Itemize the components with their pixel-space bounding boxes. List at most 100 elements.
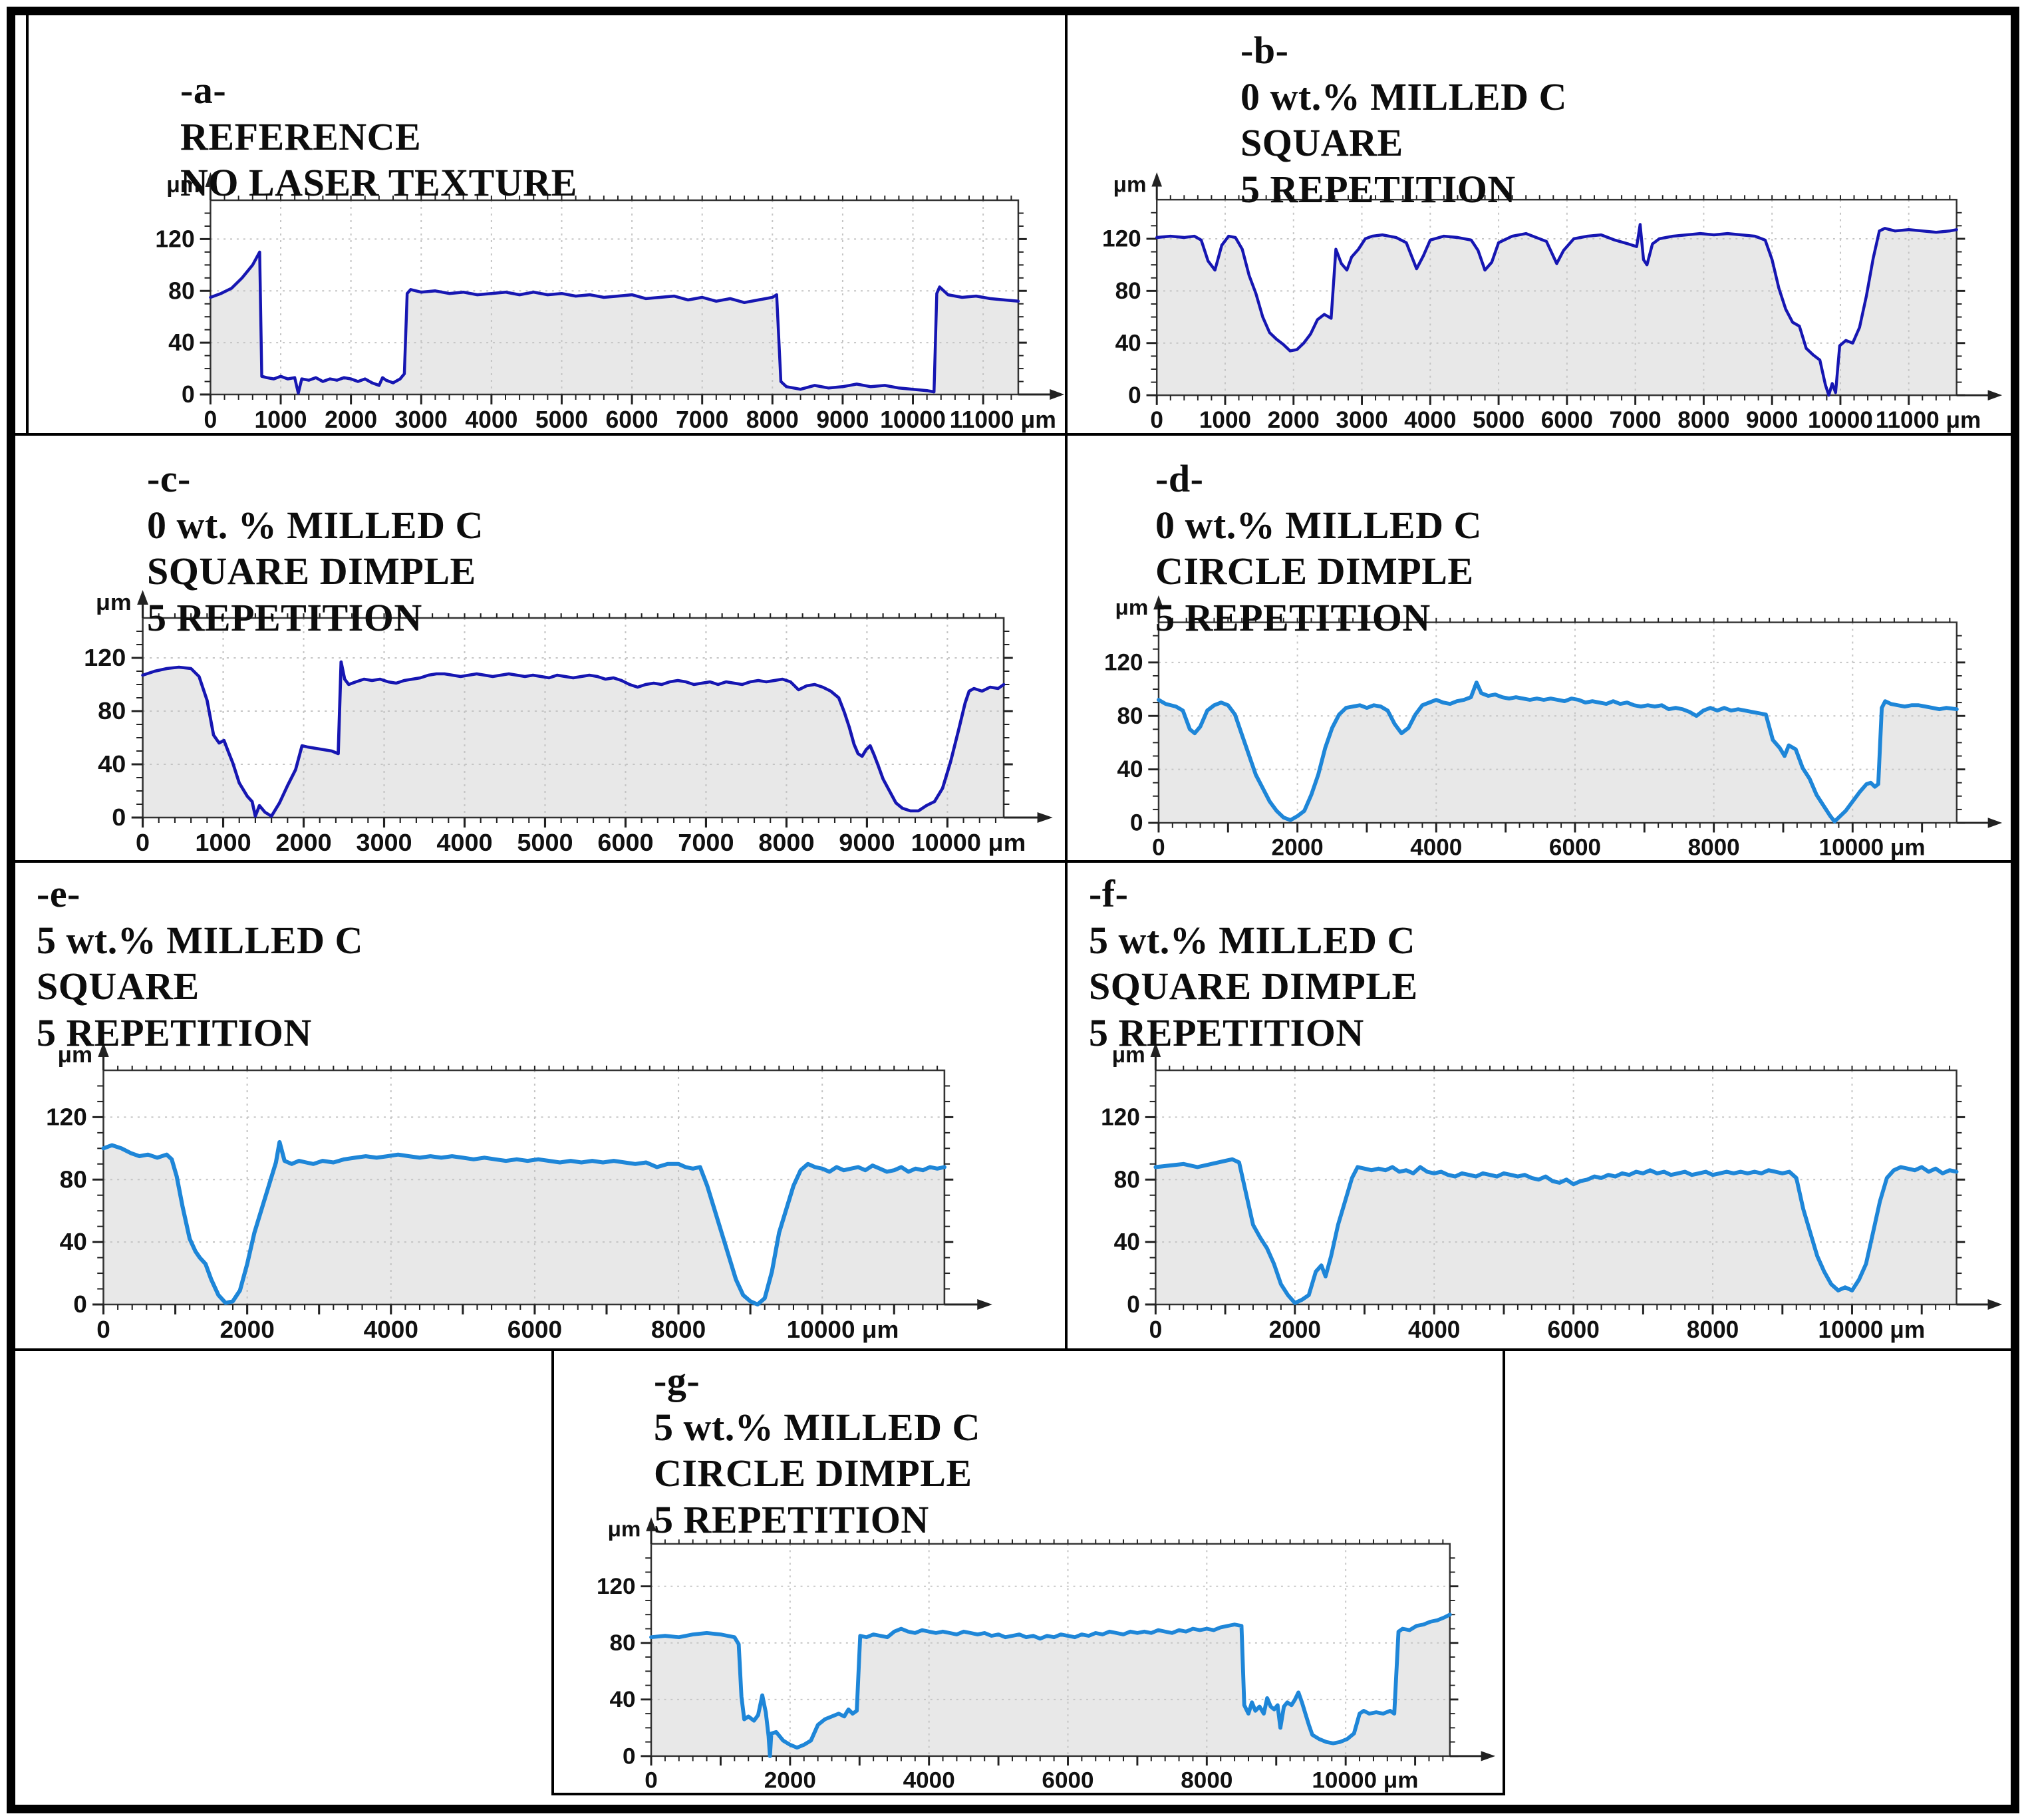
row-1: -a- REFERENCE NO LASER TEXTURE 0 40 80 120 0… bbox=[15, 15, 2011, 433]
panel-f-title: -f- 5 wt.% MILLED C SQUARE DIMPLE 5 REPE… bbox=[1068, 863, 2011, 1054]
svg-text:3000: 3000 bbox=[356, 830, 412, 856]
panel-label: -g- bbox=[654, 1359, 700, 1402]
svg-text:40: 40 bbox=[168, 329, 195, 356]
panel-title-line: CIRCLE DIMPLE bbox=[1155, 549, 1474, 593]
svg-text:10000 μm: 10000 μm bbox=[1819, 834, 1926, 860]
panel-title-line: SQUARE DIMPLE bbox=[147, 549, 476, 593]
svg-text:80: 80 bbox=[168, 277, 195, 304]
panel-b: -b- 0 wt.% MILLED C SQUARE 5 REPETITION … bbox=[1065, 15, 2011, 433]
profile-chart-g: 0 40 80 120 0 2000 4000 6000 8000 10000 μm μm bbox=[597, 1517, 1496, 1793]
svg-text:0: 0 bbox=[1130, 810, 1143, 836]
svg-text:5000: 5000 bbox=[1473, 407, 1524, 433]
panel-label: -a- bbox=[180, 69, 227, 112]
panel-title-line: SQUARE bbox=[1240, 121, 1403, 165]
svg-text:80: 80 bbox=[98, 698, 126, 724]
empty-cell-left bbox=[15, 1351, 551, 1801]
svg-text:9000: 9000 bbox=[816, 406, 869, 433]
profile-chart-d: 0 40 80 120 0 2000 4000 6000 8000 10000 μm μm bbox=[1104, 595, 2003, 860]
svg-text:40: 40 bbox=[98, 751, 126, 778]
panel-title-line: 0 wt. % MILLED C bbox=[147, 503, 484, 547]
figure-border: -a- REFERENCE NO LASER TEXTURE 0 40 80 120 0… bbox=[7, 7, 2019, 1813]
svg-text:80: 80 bbox=[1117, 703, 1143, 729]
panel-a: -a- REFERENCE NO LASER TEXTURE 0 40 80 120 0… bbox=[26, 15, 1065, 433]
svg-text:μm: μm bbox=[58, 1042, 92, 1067]
svg-text:2000: 2000 bbox=[1269, 1316, 1321, 1343]
profile-chart-c: 0 40 80 120 0 1000 2000 3000 4000 5000 6000 7000 800… bbox=[84, 590, 1053, 856]
svg-text:0: 0 bbox=[1152, 834, 1165, 860]
svg-text:8000: 8000 bbox=[1181, 1768, 1232, 1793]
svg-text:120: 120 bbox=[1104, 650, 1143, 676]
panel-c-title: -c- 0 wt. % MILLED C SQUARE DIMPLE 5 REP… bbox=[15, 436, 1065, 639]
profile-chart-e: 0 40 80 120 0 2000 4000 6000 8000 10000 μm μm bbox=[46, 1042, 992, 1343]
svg-text:0: 0 bbox=[96, 1316, 110, 1342]
svg-text:μm: μm bbox=[608, 1517, 641, 1541]
panel-title-line: CIRCLE DIMPLE bbox=[654, 1451, 972, 1495]
profile-chart-b: 0 40 80 120 0 1000 2000 3000 4000 5000 6000 7000 800… bbox=[1102, 172, 2003, 433]
svg-text:4000: 4000 bbox=[1408, 1316, 1460, 1343]
svg-text:2000: 2000 bbox=[1272, 834, 1324, 860]
profile-chart-a: 0 40 80 120 0 1000 2000 3000 4000 5000 6000 7000 800… bbox=[155, 172, 1065, 433]
panel-d-title: -d- 0 wt.% MILLED C CIRCLE DIMPLE 5 REPE… bbox=[1068, 436, 2011, 639]
svg-text:0: 0 bbox=[1149, 1316, 1163, 1343]
panel-title-line: REFERENCE bbox=[180, 114, 422, 158]
svg-text:10000: 10000 bbox=[1808, 407, 1873, 433]
svg-text:6000: 6000 bbox=[606, 406, 658, 433]
svg-text:6000: 6000 bbox=[1549, 834, 1601, 860]
svg-text:120: 120 bbox=[84, 645, 126, 671]
svg-text:2000: 2000 bbox=[219, 1316, 274, 1342]
panel-label: -b- bbox=[1240, 29, 1289, 72]
panel-label: -e- bbox=[37, 872, 80, 915]
svg-text:μm: μm bbox=[166, 172, 200, 198]
svg-text:40: 40 bbox=[1117, 756, 1143, 782]
panel-label: -f- bbox=[1089, 872, 1129, 915]
panel-e: -e- 5 wt.% MILLED C SQUARE 5 REPETITION … bbox=[15, 863, 1065, 1348]
svg-text:0: 0 bbox=[1128, 382, 1141, 408]
svg-text:6000: 6000 bbox=[1547, 1316, 1599, 1343]
svg-text:7000: 7000 bbox=[676, 406, 728, 433]
svg-text:8000: 8000 bbox=[746, 406, 799, 433]
svg-text:5000: 5000 bbox=[517, 830, 573, 856]
svg-text:80: 80 bbox=[60, 1166, 87, 1193]
row-3: -e- 5 wt.% MILLED C SQUARE 5 REPETITION … bbox=[15, 860, 2011, 1348]
panel-g-title: -g- 5 wt.% MILLED C CIRCLE DIMPLE 5 REPE… bbox=[554, 1351, 1503, 1541]
svg-text:0: 0 bbox=[204, 406, 217, 433]
svg-text:40: 40 bbox=[1115, 330, 1141, 356]
svg-text:120: 120 bbox=[155, 226, 194, 252]
svg-text:10000 μm: 10000 μm bbox=[911, 830, 1026, 856]
svg-text:8000: 8000 bbox=[651, 1316, 706, 1342]
svg-text:4000: 4000 bbox=[364, 1316, 418, 1342]
svg-text:120: 120 bbox=[597, 1575, 636, 1599]
svg-text:40: 40 bbox=[1114, 1229, 1140, 1255]
panel-title-line: 0 wt.% MILLED C bbox=[1155, 503, 1482, 547]
panel-b-title: -b- 0 wt.% MILLED C SQUARE 5 REPETITION bbox=[1068, 15, 2011, 211]
svg-text:1000: 1000 bbox=[255, 406, 307, 433]
svg-text:4000: 4000 bbox=[436, 830, 492, 856]
panel-title-line: SQUARE DIMPLE bbox=[1089, 965, 1418, 1008]
panel-e-title: -e- 5 wt.% MILLED C SQUARE 5 REPETITION bbox=[15, 863, 1065, 1054]
svg-text:4000: 4000 bbox=[465, 406, 517, 433]
svg-text:10000 μm: 10000 μm bbox=[1312, 1768, 1418, 1793]
panel-g: -g- 5 wt.% MILLED C CIRCLE DIMPLE 5 REPE… bbox=[551, 1351, 1505, 1795]
svg-text:6000: 6000 bbox=[1042, 1768, 1093, 1793]
svg-text:0: 0 bbox=[1150, 407, 1163, 433]
row-4: -g- 5 wt.% MILLED C CIRCLE DIMPLE 5 REPE… bbox=[15, 1348, 2011, 1801]
row-2: -c- 0 wt. % MILLED C SQUARE DIMPLE 5 REP… bbox=[15, 433, 2011, 860]
svg-text:2000: 2000 bbox=[764, 1768, 816, 1793]
svg-text:120: 120 bbox=[1102, 226, 1141, 252]
svg-text:0: 0 bbox=[73, 1290, 87, 1317]
panel-f: -f- 5 wt.% MILLED C SQUARE DIMPLE 5 REPE… bbox=[1065, 863, 2011, 1348]
panel-c: -c- 0 wt. % MILLED C SQUARE DIMPLE 5 REP… bbox=[15, 436, 1065, 860]
svg-text:80: 80 bbox=[1114, 1166, 1140, 1193]
svg-text:10000 μm: 10000 μm bbox=[1818, 1316, 1926, 1343]
svg-text:10000: 10000 bbox=[880, 406, 946, 433]
svg-text:9000: 9000 bbox=[839, 830, 895, 856]
panel-title-line: 5 wt.% MILLED C bbox=[654, 1405, 980, 1449]
svg-text:μm: μm bbox=[1112, 1043, 1145, 1068]
svg-text:2000: 2000 bbox=[325, 406, 377, 433]
svg-text:120: 120 bbox=[1101, 1104, 1140, 1130]
empty-cell-right bbox=[1505, 1351, 2011, 1801]
panel-label: -d- bbox=[1155, 457, 1204, 500]
panel-title-line: 0 wt.% MILLED C bbox=[1240, 75, 1567, 118]
svg-text:0: 0 bbox=[1127, 1291, 1140, 1318]
